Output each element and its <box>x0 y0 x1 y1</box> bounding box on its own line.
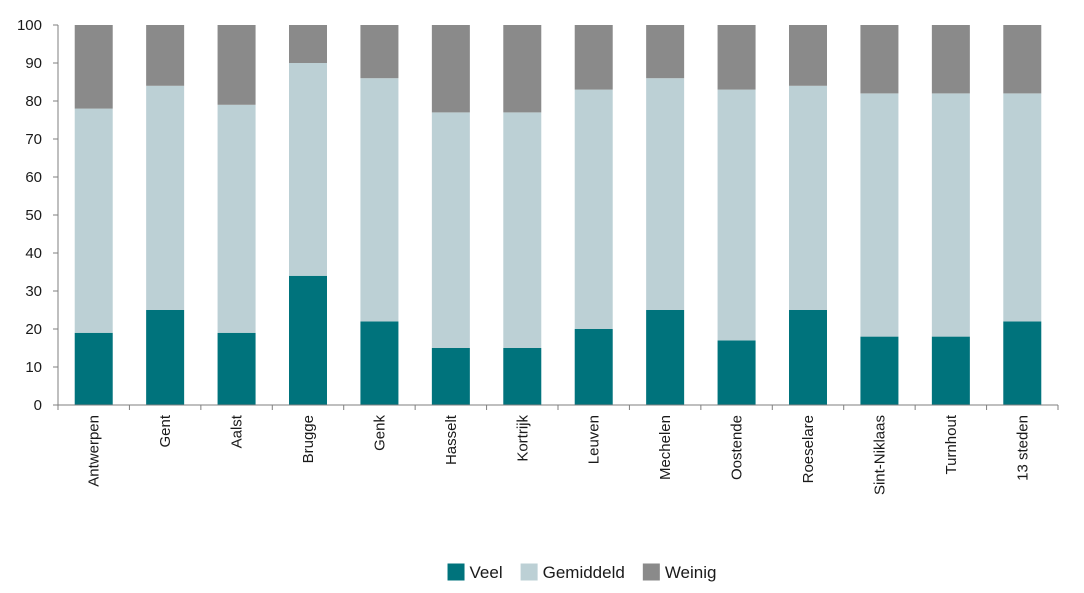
legend-swatch-gemiddeld <box>520 563 538 581</box>
bar-veel-hasselt <box>431 348 470 405</box>
bar-veel-oostende <box>717 340 756 405</box>
bar-weinig-sint-niklaas <box>860 25 899 94</box>
bar-gemiddeld-turnhout <box>931 93 970 337</box>
x-axis: Antwerpen Gent Aalst Brugge Genk Hasselt Kortr… <box>57 404 1059 495</box>
y-tick-label: 20 <box>25 321 42 338</box>
legend-item-weinig: Weinig <box>642 563 717 582</box>
bar-weinig-aalst <box>217 25 256 105</box>
bar-weinig-leuven <box>574 25 613 90</box>
bar-veel-gent <box>146 310 185 405</box>
bar-weinig-kortrijk <box>503 25 542 113</box>
x-category-label: Hasselt <box>443 414 460 465</box>
x-category-label: Gent <box>157 414 174 447</box>
bar-gemiddeld-hasselt <box>431 112 470 349</box>
x-category-label: Aalst <box>229 414 246 448</box>
y-tick-label: 40 <box>25 245 42 262</box>
bar-weinig-roeselare <box>789 25 827 86</box>
bar-veel-sint-niklaas <box>860 336 899 405</box>
bar-gemiddeld-13-steden <box>1003 93 1042 322</box>
bar-veel-roeselare <box>789 310 827 405</box>
x-category-label: Kortrijk <box>514 415 531 462</box>
bar-gemiddeld-kortrijk <box>503 112 542 349</box>
bar-gemiddeld-antwerpen <box>74 108 113 333</box>
bar-veel-turnhout <box>931 336 970 405</box>
bar-weinig-antwerpen <box>74 25 113 109</box>
legend-item-veel: Veel <box>447 563 503 582</box>
bar-weinig-gent <box>146 25 185 86</box>
bar-weinig-13-steden <box>1003 25 1042 94</box>
bar-gemiddeld-gent <box>146 85 185 310</box>
bar-veel-aalst <box>217 332 256 405</box>
bar-veel-kortrijk <box>503 348 542 405</box>
bar-veel-mechelen <box>646 310 685 405</box>
bar-veel-13-steden <box>1003 321 1042 405</box>
bar-gemiddeld-brugge <box>289 63 327 276</box>
bar-veel-brugge <box>289 275 327 405</box>
x-category-label: Genk <box>371 415 388 451</box>
bar-gemiddeld-sint-niklaas <box>860 93 899 337</box>
legend-swatch-veel <box>447 563 465 581</box>
y-tick-label: 70 <box>25 131 42 148</box>
x-category-label: Sint-Niklaas <box>871 415 888 495</box>
x-category-label: Roeselare <box>800 415 817 483</box>
x-category-label: Leuven <box>586 415 603 464</box>
bar-veel-leuven <box>574 329 613 405</box>
y-tick-label: 10 <box>25 359 42 376</box>
x-category-label: Oostende <box>729 415 746 480</box>
bars <box>74 25 1042 405</box>
bar-gemiddeld-genk <box>360 78 399 322</box>
x-category-label: 13 steden <box>1014 415 1031 481</box>
y-tick-label: 50 <box>25 207 42 224</box>
legend-label-gemiddeld: Gemiddeld <box>543 563 625 582</box>
legend-item-gemiddeld: Gemiddeld <box>520 563 625 582</box>
x-category-label: Mechelen <box>657 415 674 480</box>
legend-swatch-weinig <box>642 563 660 581</box>
y-tick-label: 100 <box>17 17 42 34</box>
bar-weinig-genk <box>360 25 399 79</box>
legend-label-weinig: Weinig <box>665 563 717 582</box>
bar-gemiddeld-leuven <box>574 89 613 329</box>
y-tick-label: 90 <box>25 55 42 72</box>
bar-weinig-brugge <box>289 25 327 63</box>
x-category-label: Brugge <box>300 415 317 463</box>
bar-weinig-hasselt <box>431 25 470 113</box>
y-tick-label: 30 <box>25 283 42 300</box>
bar-weinig-oostende <box>717 25 756 90</box>
y-axis: 0 10 20 30 40 50 60 70 80 90 100 <box>17 17 59 414</box>
y-tick-label: 60 <box>25 169 42 186</box>
legend-label-veel: Veel <box>470 563 503 582</box>
legend: Veel Gemiddeld Weinig <box>447 563 717 582</box>
bar-gemiddeld-aalst <box>217 104 256 333</box>
bar-weinig-turnhout <box>931 25 970 94</box>
bar-veel-antwerpen <box>74 332 113 405</box>
bar-veel-genk <box>360 321 399 405</box>
bar-gemiddeld-oostende <box>717 89 756 341</box>
bar-gemiddeld-mechelen <box>646 78 685 310</box>
y-tick-label: 80 <box>25 93 42 110</box>
x-category-label: Turnhout <box>943 414 960 474</box>
x-category-label: Antwerpen <box>86 415 103 487</box>
bar-gemiddeld-roeselare <box>789 85 827 310</box>
bar-weinig-mechelen <box>646 25 685 79</box>
y-tick-label: 0 <box>34 397 42 414</box>
